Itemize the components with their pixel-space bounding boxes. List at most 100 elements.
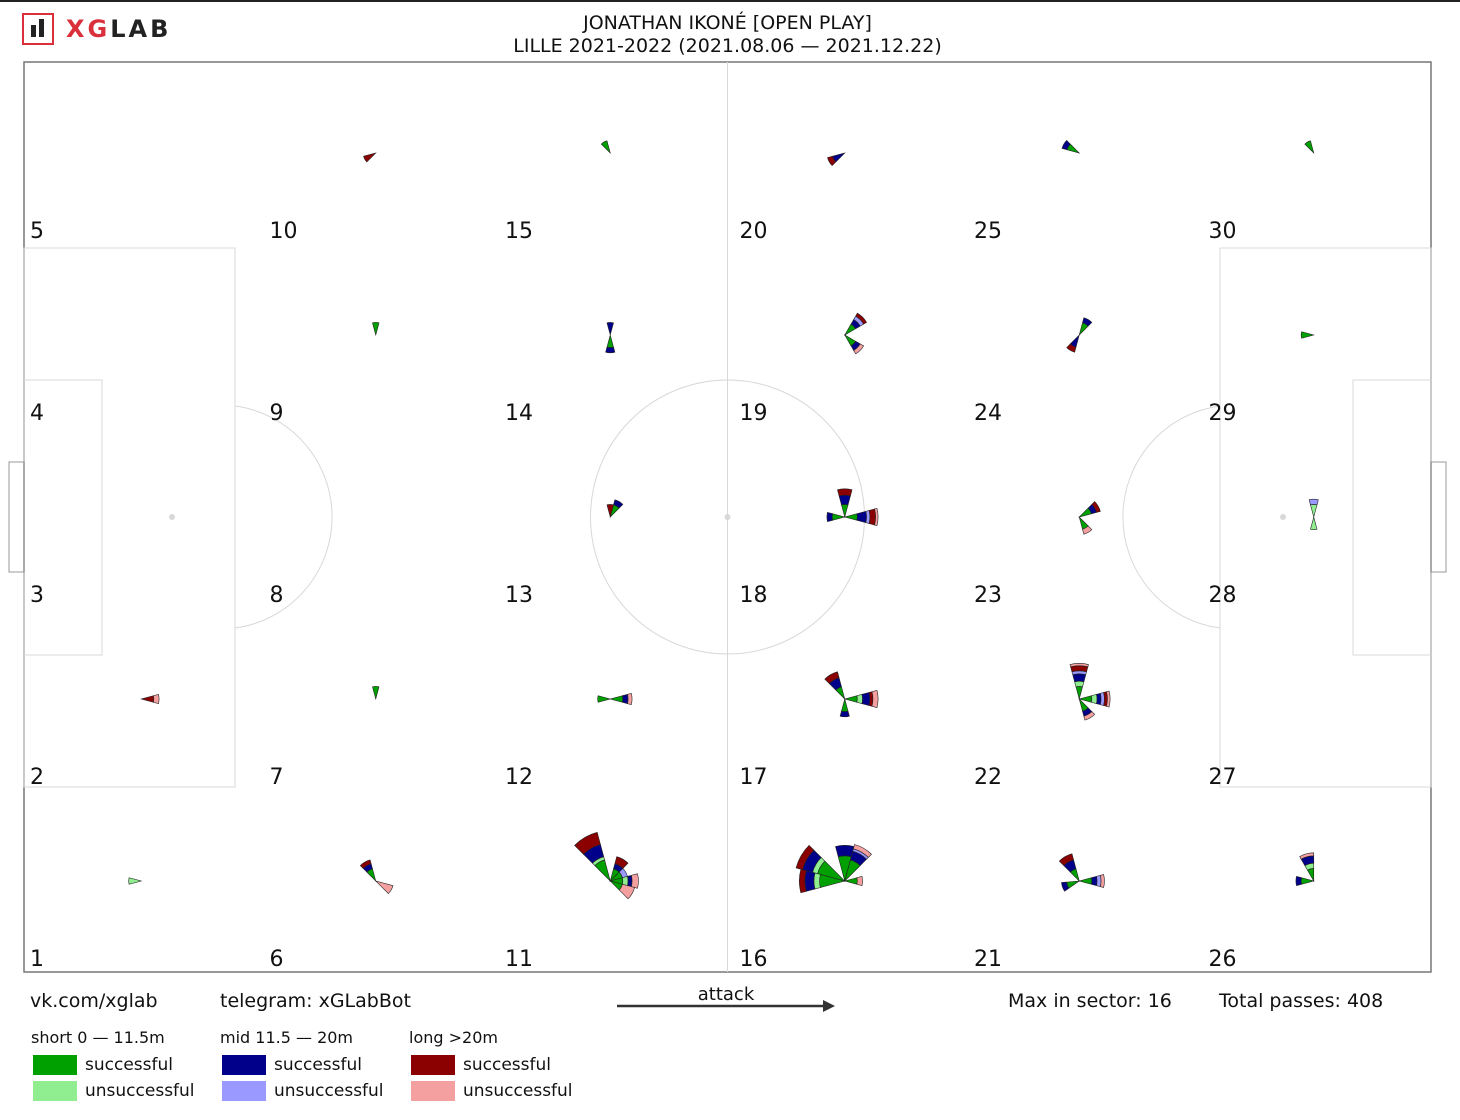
rose-sector-9 (372, 322, 380, 337)
rose-wedge (627, 874, 633, 888)
rose-wedge (609, 695, 624, 703)
legend-label: unsuccessful (85, 1081, 195, 1101)
top-border (0, 0, 1460, 2)
rose-wedge (606, 504, 614, 519)
legend-group-title: mid 11.5 — 20m (220, 1028, 354, 1047)
sector-label: 28 (1209, 583, 1237, 608)
rose-wedge (1082, 525, 1093, 535)
rose-sector-7 (372, 686, 380, 701)
rose-wedge (826, 512, 833, 522)
rose-wedge (1307, 868, 1315, 883)
max-in-sector: Max in sector: 16 (1008, 990, 1172, 1012)
rose-wedge (1082, 317, 1093, 327)
rose-wedge (843, 513, 858, 521)
sector-label: 6 (270, 947, 284, 972)
rose-sector-1 (128, 877, 143, 885)
sector-label: 1 (30, 947, 44, 972)
vk-link[interactable]: vk.com/xglab (30, 990, 158, 1012)
legend-swatch (222, 1055, 266, 1075)
rose-wedge (128, 877, 143, 885)
sector-label: 13 (505, 583, 533, 608)
sector-label: 17 (740, 765, 768, 790)
rose-wedge (871, 690, 879, 708)
rose-wedge (605, 346, 616, 354)
legend-label: successful (274, 1055, 362, 1075)
left-penalty-box (23, 247, 236, 788)
rose-wedge (813, 872, 821, 890)
legend-item-unsuccessful: unsuccessful (222, 1081, 384, 1101)
rose-sector-11 (574, 831, 639, 900)
chart-title: JONATHAN IKONÉ [OPEN PLAY] LILLE 2021-20… (360, 12, 1095, 58)
rose-wedge (1072, 673, 1087, 683)
rose-wedge (1099, 874, 1105, 888)
sector-label: 25 (974, 219, 1002, 244)
rose-wedge (372, 686, 380, 701)
pitch-lines (8, 61, 1447, 973)
rose-wedge (856, 694, 863, 704)
left-goal (8, 461, 25, 573)
rose-sector-10 (363, 152, 377, 163)
rose-wedge (359, 859, 372, 869)
rose-wedge (622, 694, 629, 704)
rose-wedge (1078, 877, 1093, 885)
rose-wedge (627, 692, 633, 706)
rose-wedge (1075, 686, 1083, 701)
sector-label: 16 (740, 947, 768, 972)
rose-wedge (1061, 139, 1071, 151)
rose-wedge (600, 140, 611, 155)
legend-label: unsuccessful (463, 1081, 573, 1101)
sector-label: 10 (270, 219, 298, 244)
telegram-link[interactable]: telegram: xGLabBot (220, 990, 411, 1012)
rose-wedge (1096, 874, 1102, 888)
rose-wedge (839, 710, 850, 718)
rose-wedge (837, 488, 853, 497)
legend-item-successful: successful (411, 1055, 551, 1075)
rose-wedge (1091, 876, 1098, 886)
rose-wedge (1069, 663, 1089, 668)
rose-sector-16 (795, 844, 872, 894)
rose-wedge (140, 695, 155, 703)
rose-wedge (853, 343, 865, 355)
rose-wedge (1299, 852, 1315, 860)
rose-wedge (372, 322, 380, 337)
sector-label: 3 (30, 583, 44, 608)
rose-sector-19 (843, 312, 867, 355)
rose-wedge (1096, 692, 1102, 706)
rose-wedge (856, 876, 863, 886)
left-penalty-spot (169, 514, 175, 520)
rose-wedge (1106, 690, 1111, 708)
sector-label: 27 (1209, 765, 1237, 790)
rose-sector-13 (606, 499, 624, 519)
sector-label: 12 (505, 765, 533, 790)
rose-wedge (861, 692, 871, 706)
legend-label: unsuccessful (274, 1081, 384, 1101)
rose-wedge (1091, 694, 1098, 704)
rose-wedge (363, 152, 377, 163)
rose-wedge (574, 831, 601, 855)
legend-group-title: short 0 — 11.5m (31, 1028, 165, 1047)
rose-wedge (1058, 853, 1074, 866)
rose-wedge (824, 671, 840, 684)
right-goal (1430, 461, 1447, 573)
legend-item-successful: successful (222, 1055, 362, 1075)
rose-wedge (1308, 498, 1319, 506)
rose-wedge (804, 870, 816, 892)
rose-sector-18 (826, 488, 879, 526)
sector-label: 14 (505, 401, 533, 426)
bar-chart-icon (22, 13, 54, 45)
sector-labels: 1234567891011121314151617181920212223242… (30, 219, 1237, 972)
rose-wedge (374, 880, 394, 895)
sector-label: 5 (30, 219, 44, 244)
sector-label: 20 (740, 219, 768, 244)
rose-wedge (1300, 877, 1315, 885)
rose-sector-6 (359, 859, 394, 895)
rose-wedge (618, 883, 635, 900)
rose-wedge (597, 695, 612, 703)
rose-sector-25 (1061, 139, 1081, 154)
rose-wedge (614, 856, 629, 869)
sector-label: 29 (1209, 401, 1237, 426)
sector-label: 24 (974, 401, 1002, 426)
centre-spot (724, 514, 731, 520)
rose-wedge (618, 867, 628, 879)
rose-wedge (838, 494, 851, 506)
